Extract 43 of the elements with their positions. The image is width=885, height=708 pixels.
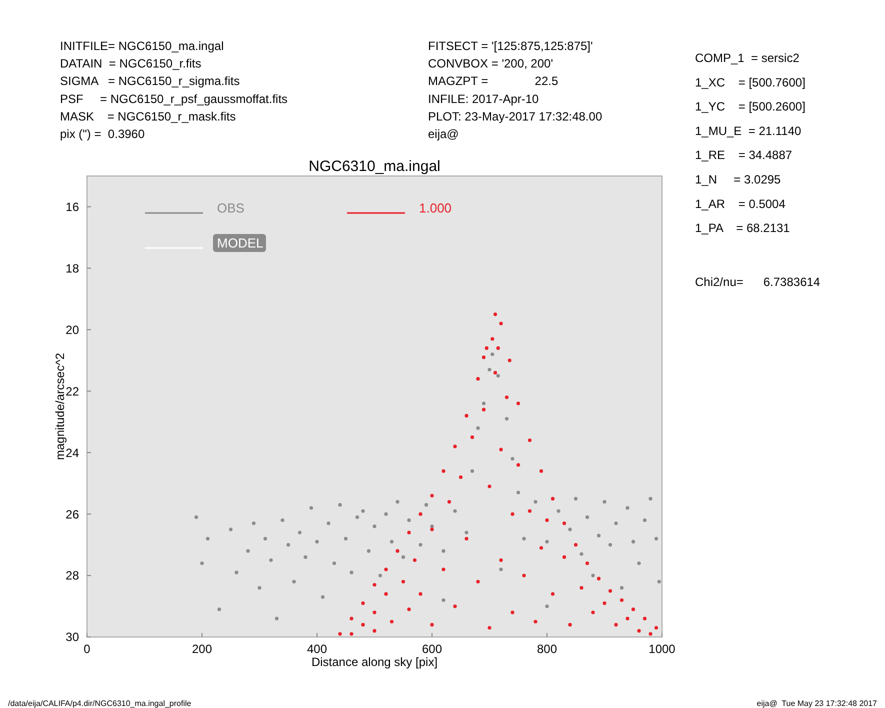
text: 1_PA = 68.2131 <box>695 221 790 236</box>
text: 1_AR = 0.5004 <box>695 196 786 211</box>
legend-label: OBS <box>217 200 245 216</box>
text: pix (") = 0.3960 <box>60 127 145 141</box>
text: PLOT: 23-May-2017 17:32:48.00 <box>428 109 602 124</box>
text: MAGZPT = 22.5 <box>428 74 558 88</box>
x-axis-title: Distance along sky [pix] <box>311 655 438 669</box>
text: SIGMA = NGC6150_r_sigma.fits <box>60 74 240 88</box>
y-tick-label: 22 <box>66 384 80 398</box>
text: 1_RE = 34.4887 <box>695 148 792 162</box>
x-tick-label: 600 <box>422 642 442 656</box>
y-axis-title: magnitude/arcsec^2 <box>53 352 67 460</box>
text: INFILE: 2017-Apr-10 <box>428 92 540 106</box>
text: INITFILE= NGC6150_ma.ingal <box>60 39 224 53</box>
y-tick-label: 18 <box>66 261 80 276</box>
text: COMP_1 = sersic2 <box>695 51 800 65</box>
y-tick-label: 30 <box>66 630 80 644</box>
x-tick-label: 1000 <box>648 642 676 656</box>
x-tick-label: 0 <box>84 642 91 656</box>
text: eija@ <box>428 127 459 141</box>
legend-label: 1.000 <box>419 200 452 216</box>
text: 1_N = 3.0295 <box>695 172 782 186</box>
text: eija@ Tue May 23 17:32:48 2017 <box>756 699 878 708</box>
text: PSF = NGC6150_r_psf_gaussmoffat.fits <box>60 92 288 106</box>
legend-label: MODEL <box>217 236 264 251</box>
x-tick-label: 200 <box>192 642 212 656</box>
y-tick-label: 20 <box>66 322 80 337</box>
x-tick-label: 800 <box>536 642 558 656</box>
text: DATAIN = NGC6150_r.fits <box>60 56 202 71</box>
text: 1_XC = [500.7600] <box>695 75 806 90</box>
text: 1_YC = [500.2600] <box>695 100 806 114</box>
text: FITSECT = '[125:875,125:875]' <box>428 39 593 53</box>
chart-title: NGC6310_ma.ingal <box>308 158 440 175</box>
text: MASK = NGC6150_r_mask.fits <box>60 109 236 124</box>
y-tick-label: 26 <box>66 507 80 522</box>
text: /data/eija/CALIFA/p4.dir/NGC6310_ma.ingal_profile <box>8 699 192 708</box>
text: 1_MU_E = 21.1140 <box>695 124 802 138</box>
y-tick-label: 16 <box>66 200 80 214</box>
text: Chi2/nu= 6.7383614 <box>695 275 820 289</box>
y-tick-label: 28 <box>66 568 80 583</box>
y-tick-label: 24 <box>66 446 80 460</box>
text: CONVBOX = '200, 200' <box>428 56 553 71</box>
x-tick-label: 400 <box>306 642 328 656</box>
